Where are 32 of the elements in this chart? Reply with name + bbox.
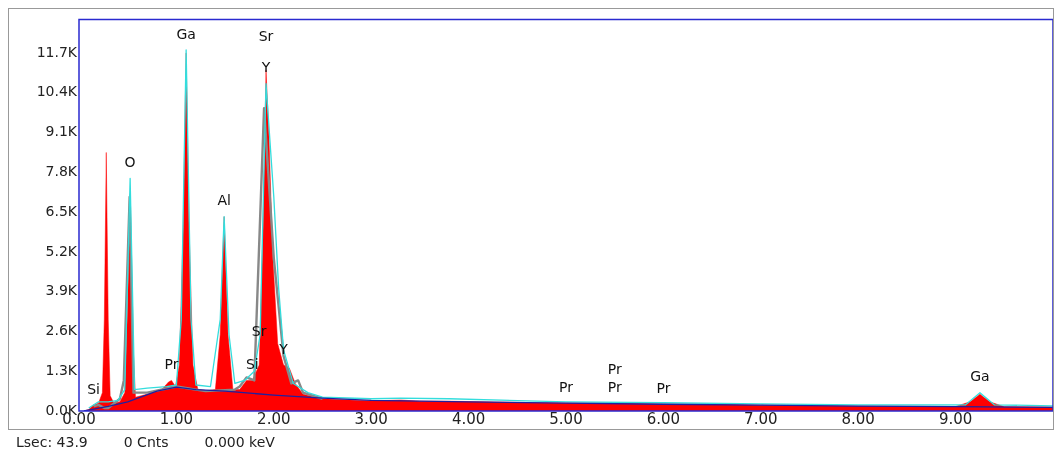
annotation: Pr <box>607 360 622 377</box>
annotation: Ga <box>176 25 196 42</box>
x-tick-label: 5.00 <box>549 409 583 428</box>
x-tick-label: 1.00 <box>159 409 194 428</box>
y-tick-label: 11.7K <box>36 43 78 60</box>
annotation: Sr <box>258 27 274 44</box>
y-tick-label: 5.2K <box>45 242 78 259</box>
y-tick-label: 3.9K <box>45 282 78 299</box>
text: 0 Cnts <box>123 434 169 450</box>
y-tick-label: 6.5K <box>45 202 78 219</box>
x-tick-label: 6.00 <box>646 409 681 428</box>
y-tick-label: 7.8K <box>45 163 78 180</box>
x-tick-label: 2.00 <box>257 409 291 428</box>
y-tick-label: 1.3K <box>45 361 78 378</box>
x-tick-label: 9.00 <box>938 409 973 428</box>
annotation: Pr <box>656 379 671 396</box>
annotation: Ga <box>970 368 990 385</box>
text: Lsec: 43.9 <box>16 434 88 450</box>
y-tick-label: 2.6K <box>45 322 78 339</box>
annotation: Al <box>217 192 231 209</box>
annotation: Y <box>260 59 271 76</box>
x-tick-label: 8.00 <box>841 409 875 428</box>
annotation: O <box>124 154 136 171</box>
annotation: Si <box>87 380 100 397</box>
x-tick-label: 3.00 <box>354 409 388 428</box>
annotation: Pr <box>559 378 574 395</box>
text: 0.000 keV <box>204 434 275 450</box>
y-tick-label: 10.4K <box>36 83 78 100</box>
x-tick-label: 4.00 <box>451 409 486 428</box>
annotation: Pr <box>607 378 622 395</box>
x-tick-label: 7.00 <box>744 409 778 428</box>
y-tick-label: 9.1K <box>45 123 78 140</box>
